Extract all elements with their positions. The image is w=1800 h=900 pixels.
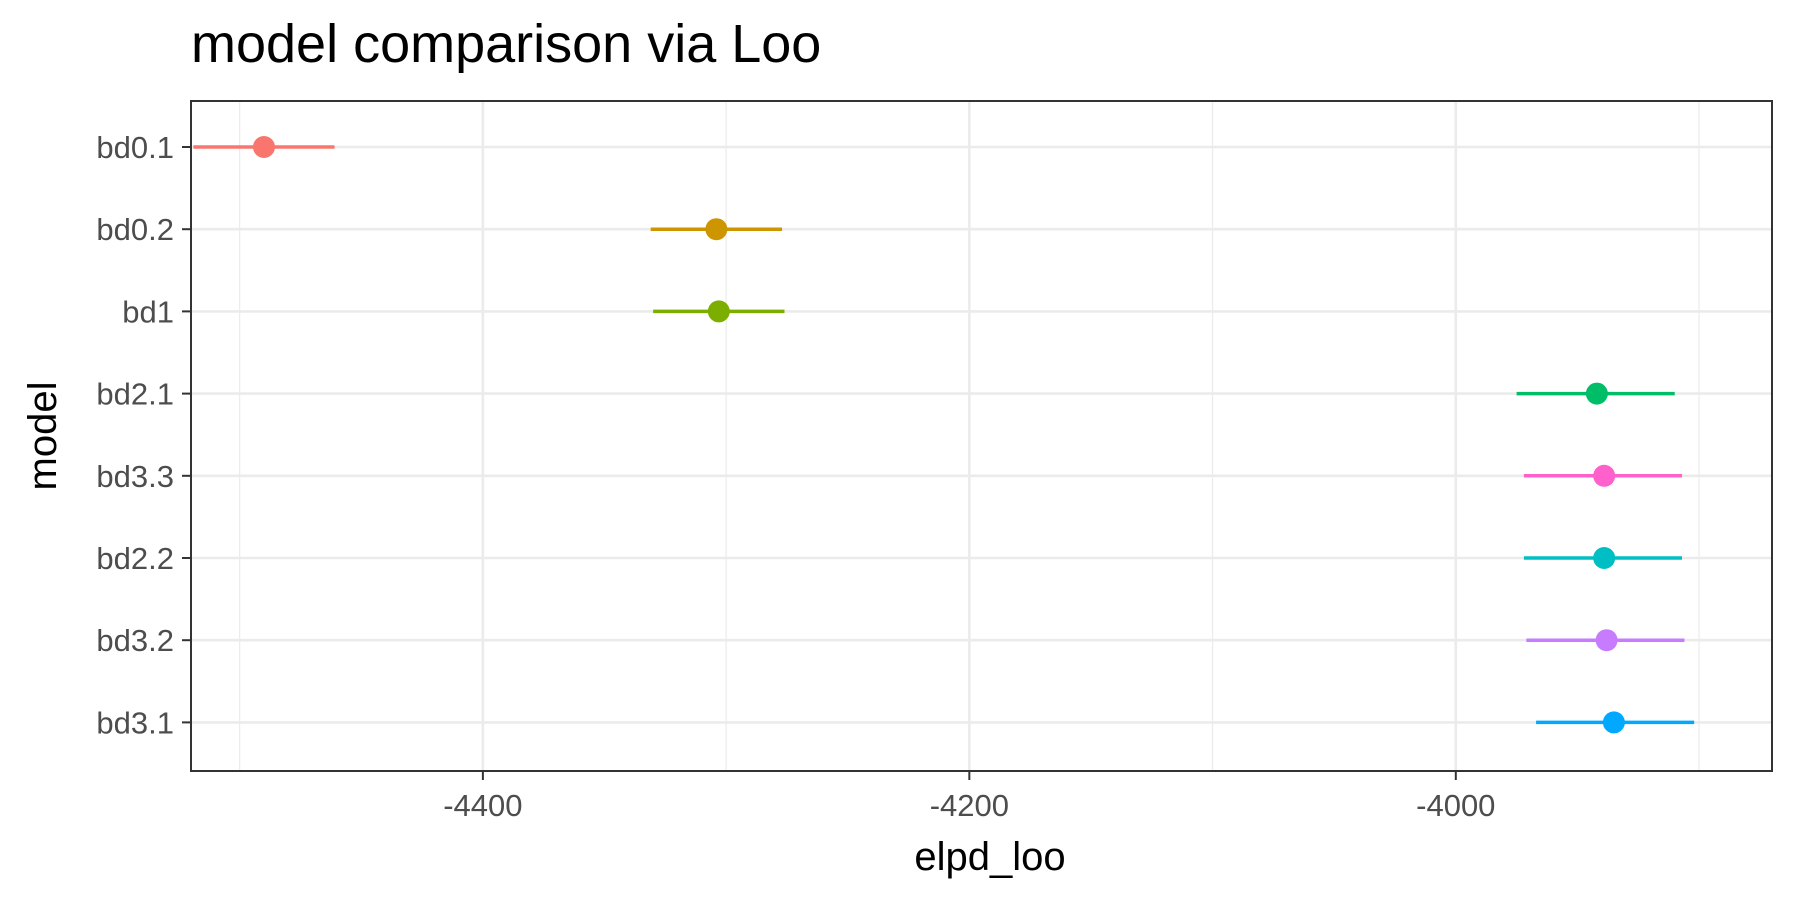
point-bd0.2 — [705, 218, 728, 241]
point-bd2.1 — [1585, 382, 1608, 405]
marks-layer — [193, 136, 1695, 734]
y-tick-label: bd2.2 — [96, 541, 174, 576]
point-bd3.2 — [1595, 629, 1618, 652]
y-axis-title: model — [21, 382, 65, 491]
x-tick-label: -4400 — [443, 788, 522, 823]
plot-panel — [191, 101, 1772, 771]
y-tick-label: bd0.1 — [96, 130, 174, 165]
x-tick-label: -4000 — [1416, 788, 1495, 823]
chart-title: model comparison via Loo — [191, 14, 821, 74]
y-tick-label: bd3.1 — [96, 705, 174, 740]
point-bd3.3 — [1593, 464, 1616, 487]
y-tick-label: bd0.2 — [96, 212, 174, 247]
y-tick-label: bd3.2 — [96, 623, 174, 658]
plot-border — [190, 100, 1773, 772]
point-bd3.1 — [1602, 711, 1625, 734]
point-bd1 — [707, 300, 730, 323]
x-axis: -4400 -4200 -4000 — [443, 771, 1495, 823]
point-bd0.1 — [252, 136, 275, 158]
x-axis-title: elpd_loo — [914, 835, 1065, 879]
x-tick-label: -4200 — [930, 788, 1009, 823]
y-axis: bd0.1 bd0.2 bd1 bd2.1 bd3.3 bd2.2 bd3.2 bd3.1 — [96, 130, 191, 740]
point-bd2.2 — [1593, 547, 1616, 569]
y-tick-label: bd2.1 — [96, 377, 174, 412]
y-tick-label: bd3.3 — [96, 459, 174, 494]
y-tick-label: bd1 — [122, 294, 174, 329]
grid-layer — [191, 101, 1772, 771]
